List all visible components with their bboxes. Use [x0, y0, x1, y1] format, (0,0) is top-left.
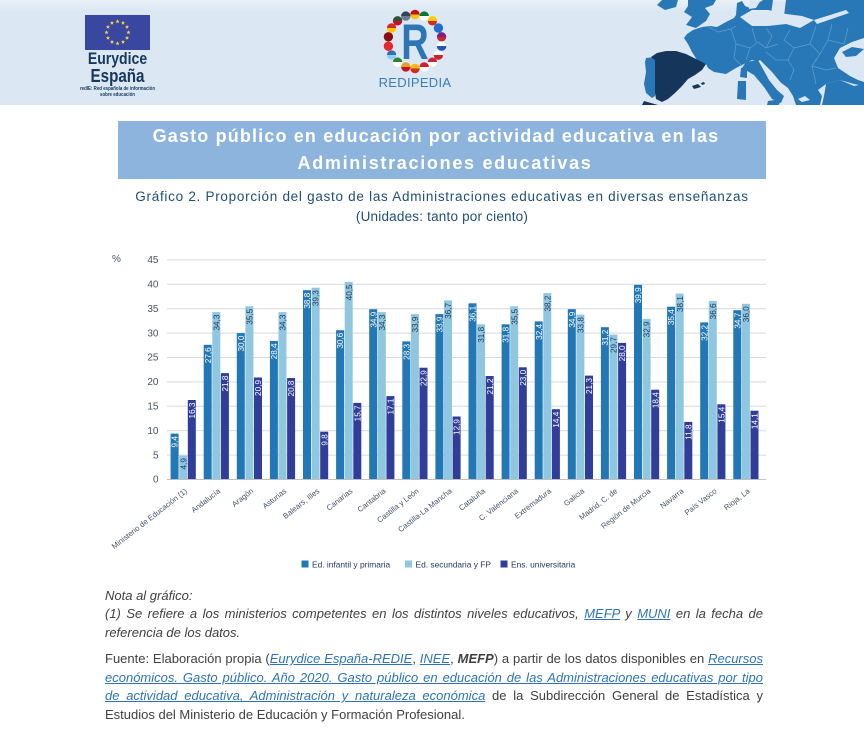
svg-text:35,5: 35,5	[510, 308, 519, 324]
svg-text:Balears, Illes: Balears, Illes	[281, 486, 321, 520]
svg-text:28,4: 28,4	[270, 343, 279, 359]
svg-text:36,0: 36,0	[742, 306, 751, 322]
svg-text:R: R	[401, 15, 428, 70]
svg-text:35,4: 35,4	[667, 309, 676, 325]
svg-text:11,8: 11,8	[684, 424, 693, 440]
svg-text:39,9: 39,9	[634, 287, 643, 303]
svg-text:28,3: 28,3	[402, 343, 411, 359]
svg-text:30: 30	[147, 328, 159, 339]
svg-text:Ens. universitaria: Ens. universitaria	[511, 560, 576, 570]
svg-text:20: 20	[147, 377, 159, 388]
svg-text:Galicia: Galicia	[562, 486, 587, 508]
svg-text:Extremadura: Extremadura	[513, 486, 554, 521]
svg-text:Cantabria: Cantabria	[356, 486, 388, 514]
svg-text:9,4: 9,4	[171, 436, 180, 448]
svg-text:Ministerio de Educación (1): Ministerio de Educación (1)	[110, 486, 189, 551]
svg-text:9,8: 9,8	[320, 434, 329, 446]
svg-text:31,8: 31,8	[502, 326, 511, 342]
svg-text:21,3: 21,3	[585, 378, 594, 394]
svg-text:País Vasco: País Vasco	[683, 486, 719, 517]
svg-text:31,2: 31,2	[601, 329, 610, 345]
svg-text:21,8: 21,8	[221, 375, 230, 391]
svg-text:10: 10	[147, 426, 159, 437]
svg-text:21,2: 21,2	[486, 378, 495, 394]
svg-text:0: 0	[153, 475, 159, 486]
svg-text:15,4: 15,4	[718, 406, 727, 422]
svg-text:38,2: 38,2	[543, 295, 552, 311]
svg-text:34,9: 34,9	[369, 311, 378, 327]
svg-text:12,9: 12,9	[453, 419, 462, 435]
svg-text:%: %	[112, 254, 121, 265]
svg-text:35,5: 35,5	[246, 308, 255, 324]
svg-text:27,6: 27,6	[204, 347, 213, 363]
svg-text:39,3: 39,3	[312, 290, 321, 306]
svg-text:38,8: 38,8	[303, 292, 312, 308]
svg-text:34,3: 34,3	[212, 314, 221, 330]
svg-text:34,3: 34,3	[378, 314, 387, 330]
svg-text:36,7: 36,7	[444, 302, 453, 318]
svg-text:Aragón: Aragón	[230, 486, 255, 508]
svg-text:4,9: 4,9	[179, 458, 188, 470]
svg-text:Navarra: Navarra	[658, 486, 686, 510]
svg-text:Ed. secundaria y FP: Ed. secundaria y FP	[416, 560, 492, 570]
svg-text:18,4: 18,4	[651, 392, 660, 408]
svg-text:29,7: 29,7	[610, 337, 619, 353]
svg-text:22,9: 22,9	[420, 370, 429, 386]
svg-text:25: 25	[147, 353, 159, 364]
svg-text:33,9: 33,9	[411, 316, 420, 332]
svg-text:32,4: 32,4	[535, 323, 544, 339]
svg-text:38,1: 38,1	[676, 296, 685, 312]
svg-text:Rioja, La: Rioja, La	[722, 486, 752, 512]
svg-text:Ed. infantil y primaria: Ed. infantil y primaria	[312, 560, 391, 570]
svg-text:Asturias: Asturias	[261, 486, 289, 510]
svg-text:30,0: 30,0	[237, 335, 246, 351]
svg-text:Andalucía: Andalucía	[190, 486, 223, 515]
svg-text:34,7: 34,7	[733, 312, 742, 328]
svg-text:14,4: 14,4	[552, 411, 561, 427]
svg-text:36,1: 36,1	[469, 305, 478, 321]
svg-text:30,6: 30,6	[336, 332, 345, 348]
svg-text:31,8: 31,8	[477, 326, 486, 342]
svg-text:28,0: 28,0	[618, 345, 627, 361]
svg-text:32,9: 32,9	[643, 321, 652, 337]
svg-text:15: 15	[147, 402, 159, 413]
svg-text:5: 5	[153, 450, 159, 461]
svg-text:Cataluña: Cataluña	[457, 486, 487, 512]
svg-text:20,8: 20,8	[287, 380, 296, 396]
svg-text:32,2: 32,2	[700, 324, 709, 340]
svg-text:34,9: 34,9	[568, 311, 577, 327]
svg-text:34,3: 34,3	[279, 314, 288, 330]
svg-text:Canarias: Canarias	[325, 486, 355, 512]
svg-text:16,3: 16,3	[188, 402, 197, 418]
svg-text:23,0: 23,0	[519, 369, 528, 385]
svg-text:36,6: 36,6	[709, 303, 718, 319]
svg-text:33,9: 33,9	[436, 316, 445, 332]
svg-text:40: 40	[147, 280, 159, 291]
svg-text:20,9: 20,9	[254, 380, 263, 396]
svg-text:14,1: 14,1	[751, 413, 760, 429]
svg-text:17,1: 17,1	[387, 398, 396, 414]
svg-text:35: 35	[147, 304, 159, 315]
svg-text:40,5: 40,5	[345, 284, 354, 300]
svg-text:45: 45	[147, 255, 159, 266]
svg-text:33,8: 33,8	[577, 317, 586, 333]
svg-text:15,7: 15,7	[353, 405, 362, 421]
